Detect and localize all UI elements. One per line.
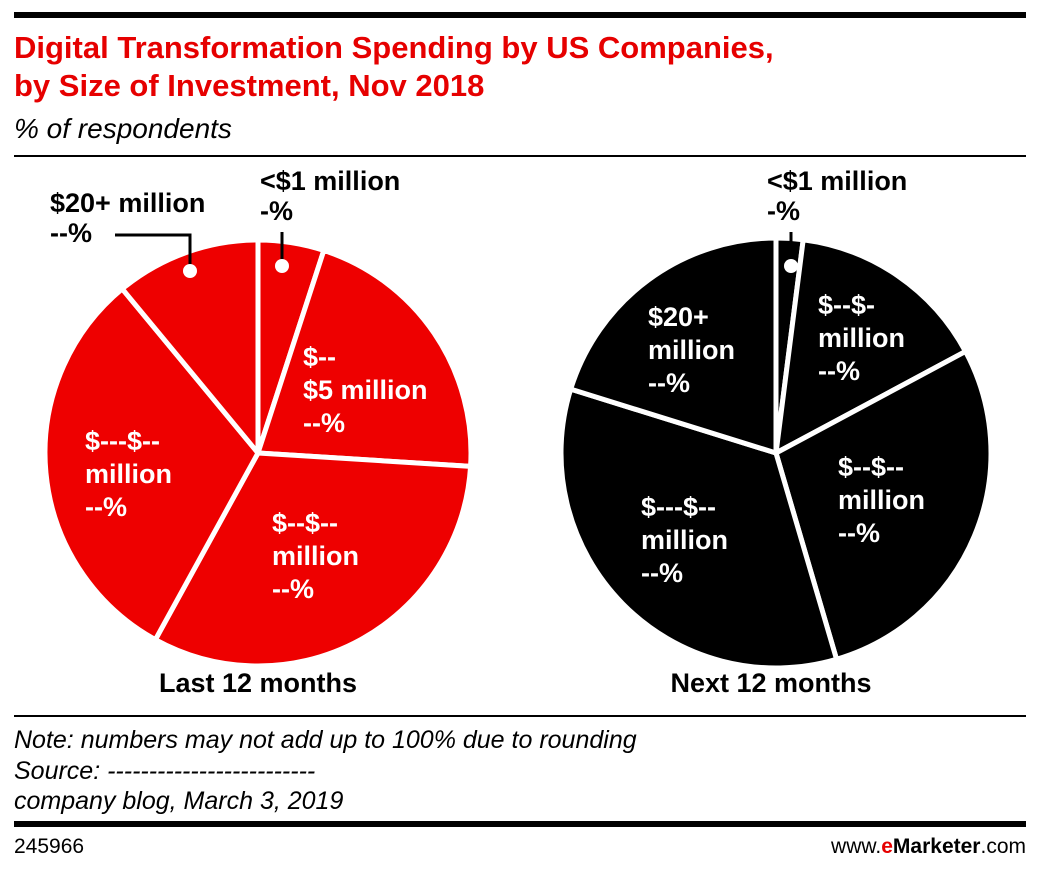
source: Source: ------------------------- (14, 757, 315, 785)
slice-label: $5 million (303, 375, 428, 405)
slice-label: million (272, 541, 359, 571)
chart-subtitle: % of respondents (14, 113, 232, 144)
slice-label: million (648, 335, 735, 365)
top-rule (14, 12, 1026, 18)
slice-label: million (838, 485, 925, 515)
value-label: -% (767, 196, 800, 226)
chart-title: by Size of Investment, Nov 2018 (14, 68, 484, 103)
pie-slice (255, 247, 474, 469)
slice-label: $-- (303, 342, 336, 372)
chart-title: Digital Transformation Spending by US Co… (14, 30, 774, 65)
logo-part: Marketer (893, 835, 981, 858)
slice-label: $--$-- (272, 508, 338, 538)
value-label: --% (648, 368, 690, 398)
value-label: --% (818, 356, 860, 386)
slice-label: $--$- (818, 290, 875, 320)
slice-label: million (85, 459, 172, 489)
pie-slice (42, 286, 261, 643)
slice-label: $20+ million (50, 188, 205, 218)
note: Note: numbers may not add up to 100% due… (14, 726, 637, 754)
logo-part: .com (980, 835, 1026, 858)
slice-label: $20+ (648, 302, 709, 332)
value-label: --% (272, 574, 314, 604)
slice-label: <$1 million (260, 166, 400, 196)
slice-label: <$1 million (767, 166, 907, 196)
callout-dot (183, 264, 197, 278)
pie-slice (773, 348, 994, 662)
pie-slice (119, 237, 261, 456)
bottom-rule (14, 821, 1026, 827)
callout-dot (275, 259, 289, 273)
value-label: --% (838, 518, 880, 548)
logo: www.eMarketer.com (830, 835, 1026, 858)
slice-label: million (641, 525, 728, 555)
slice-label: $--$-- (838, 452, 904, 482)
value-label: --% (50, 218, 92, 248)
pie-slice (568, 235, 779, 456)
pie-title: Last 12 months (159, 668, 357, 698)
callouts (115, 232, 793, 265)
logo-part: e (881, 835, 893, 858)
pie-slice (558, 386, 840, 671)
value-label: --% (85, 492, 127, 522)
callout-line (115, 233, 192, 265)
pie-title: Next 12 months (670, 668, 871, 698)
pies: <$1 million-%$--$5 million--%$--$--milli… (42, 166, 994, 698)
value-label: --% (641, 558, 683, 588)
pie-slice (152, 450, 474, 669)
value-label: --% (303, 408, 345, 438)
slice-label: million (818, 323, 905, 353)
value-label: -% (260, 196, 293, 226)
logo-part: www. (830, 835, 881, 858)
chart-id: 245966 (14, 835, 84, 858)
slice-label: $---$-- (85, 426, 160, 456)
slice-label: $---$-- (641, 492, 716, 522)
source: company blog, March 3, 2019 (14, 787, 343, 815)
pie-slice (773, 237, 969, 456)
callout-dot (784, 259, 798, 273)
